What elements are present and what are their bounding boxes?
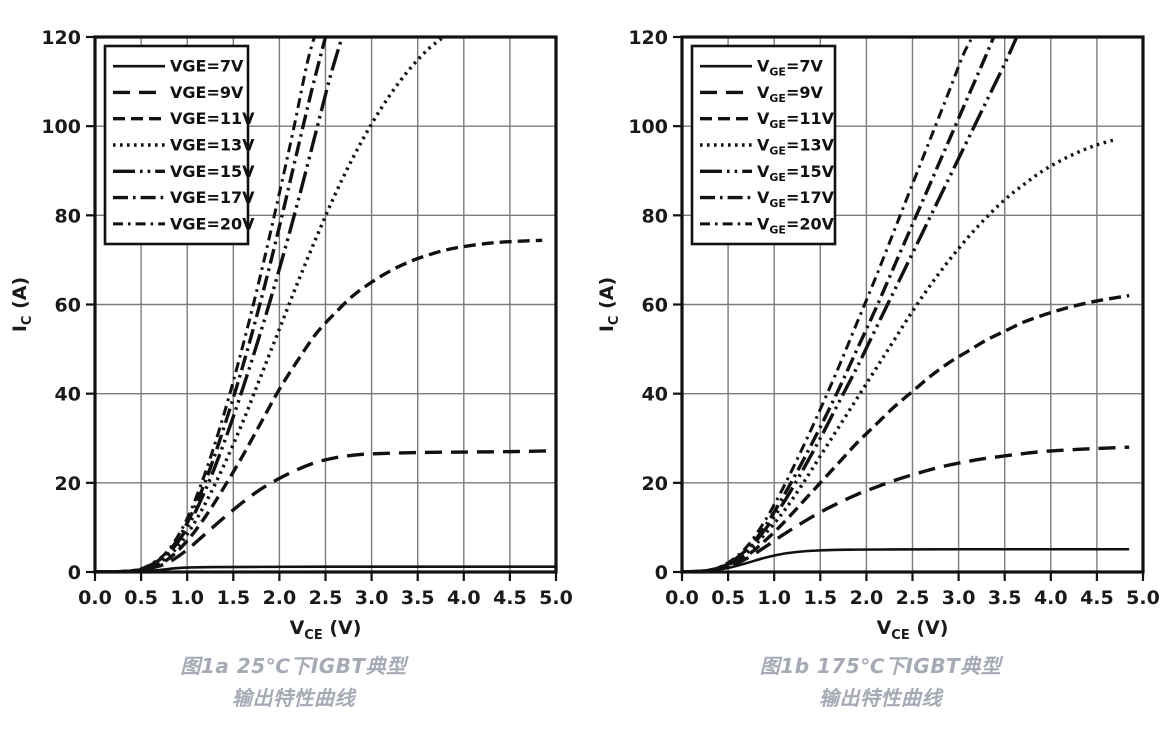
y-axis-title: IC (A) [9,277,35,332]
legend-label: VGE=7V [757,57,823,79]
y-axis-tick-label: 40 [642,384,668,406]
legend-item[interactable]: VGE=17V [700,188,835,210]
caption-line-1: 图1b 175℃下IGBT典型 [759,654,1002,678]
chart-1b-wrap: 0.0 0.5 1.0 1.5 2.0 2.5 3.0 3.5 4.0 4.5 5.0 0 20 40 60… [587,0,1174,650]
x-axis-tick-label: 2.0 [850,587,884,609]
x-axis-tick-label: 1.0 [757,587,791,609]
legend-item[interactable]: VGE=17V [113,188,255,207]
x-axis: 0.0 0.5 1.0 1.5 2.0 2.5 3.0 3.5 4.0 4.5 5.0 [78,572,573,609]
x-axis-tick-label: 1.5 [216,587,250,609]
x-axis-tick-label: 4.0 [447,587,481,609]
legend-label: VGE=15V [757,162,835,184]
legend-item[interactable]: VGE=15V [113,162,255,181]
legend-label: VGE=17V [170,188,255,207]
chart-1a-wrap: 0.0 0.5 1.0 1.5 2.0 2.5 3.0 3.5 4.0 4.5 5.0 0 20 40 60… [0,0,587,650]
x-axis-title: VCE (V) [290,617,362,643]
x-axis: 0.0 0.5 1.0 1.5 2.0 2.5 3.0 3.5 4.0 4.5 5.0 [665,572,1160,609]
x-axis-tick-label: 0.0 [665,587,699,609]
y-axis-tick-label: 20 [55,473,81,495]
data-curves [95,37,556,572]
y-axis: 0 20 40 60 80 100 120 [628,27,682,584]
legend-item[interactable]: VGE=13V [113,136,255,155]
curve-vge-9v [95,449,556,572]
x-axis-tick-label: 3.0 [942,587,976,609]
figure-1a: 0.0 0.5 1.0 1.5 2.0 2.5 3.0 3.5 4.0 4.5 5.0 0 20 40 60… [0,0,587,714]
x-axis-tick-label: 4.5 [1080,587,1114,609]
y-axis: 0 20 40 60 80 100 120 [41,27,95,584]
caption-line-2: 输出特性曲线 [232,686,355,710]
x-axis-tick-label: 1.5 [803,587,837,609]
legend-label: VGE=11V [170,109,255,128]
x-axis-tick-label: 3.5 [401,587,435,609]
curve-vge-13v [682,137,1116,572]
x-axis-title: VCE (V) [877,617,949,643]
figure-1b-caption: 图1b 175℃下IGBT典型 输出特性曲线 [587,650,1174,714]
legend-label: VGE=9V [757,83,823,105]
x-axis-tick-label: 5.0 [539,587,573,609]
y-axis-tick-label: 80 [55,205,81,227]
legend-item[interactable]: VGE=11V [113,109,255,128]
x-axis-tick-label: 3.0 [355,587,389,609]
x-axis-tick-label: 0.0 [78,587,112,609]
legend: VGE=7V VGE=9V VGE=11V VGE=13V VGE=15V VGE=17V… [690,44,837,246]
legend-label: VGE=13V [757,136,835,158]
y-axis-tick-label: 80 [642,205,668,227]
x-axis-tick-label: 0.5 [711,587,745,609]
x-axis-tick-label: 4.0 [1034,587,1068,609]
legend-item[interactable]: VGE=20V [113,214,255,233]
legend-item[interactable]: VGE=7V [113,57,244,76]
legend-item[interactable]: VGE=13V [700,136,835,158]
x-axis-tick-label: 0.5 [124,587,158,609]
legend-item[interactable]: VGE=11V [700,109,835,131]
data-curves [682,37,1130,572]
y-axis-tick-label: 0 [68,562,81,584]
legend-label: VGE=13V [170,136,255,155]
curve-vge-11v [682,293,1130,572]
legend-label: VGE=17V [757,188,835,210]
figure-1b: 0.0 0.5 1.0 1.5 2.0 2.5 3.0 3.5 4.0 4.5 5.0 0 20 40 60… [587,0,1174,754]
legend-item[interactable]: VGE=20V [700,214,835,236]
curve-vge-7v [682,547,1130,572]
y-axis-tick-label: 100 [628,116,668,138]
y-axis-tick-label: 100 [41,116,81,138]
curve-vge-9v [682,445,1130,572]
caption-line-1: 图1a 25℃下IGBT典型 [180,654,407,678]
legend-label: VGE=9V [170,83,244,102]
x-axis-tick-label: 1.0 [170,587,204,609]
figure-1a-caption: 图1a 25℃下IGBT典型 输出特性曲线 [0,650,587,714]
x-axis-tick-label: 2.5 [896,587,930,609]
y-axis-tick-label: 60 [55,295,81,317]
curve-vge-17v [682,37,996,572]
curve-vge-11v [95,238,543,572]
y-axis-tick-label: 0 [655,562,668,584]
legend-label: VGE=7V [170,57,244,76]
curve-vge-20v [682,37,974,572]
igbt-output-characteristics-chart-175c: 0.0 0.5 1.0 1.5 2.0 2.5 3.0 3.5 4.0 4.5 5.0 0 20 40 60… [596,27,1160,643]
x-axis-tick-label: 2.5 [309,587,343,609]
y-axis-tick-label: 20 [642,473,668,495]
x-axis-tick-label: 3.5 [988,587,1022,609]
legend-label: VGE=20V [757,214,835,236]
curve-vge-13v [95,37,445,572]
y-axis-tick-label: 60 [642,295,668,317]
curve-vge-17v [95,37,328,572]
legend-label: VGE=11V [757,109,835,131]
x-axis-tick-label: 2.0 [263,587,297,609]
x-axis-tick-label: 4.5 [493,587,527,609]
caption-line-2: 输出特性曲线 [819,686,942,710]
legend-item[interactable]: VGE=9V [113,83,244,102]
igbt-output-characteristics-chart-25c: 0.0 0.5 1.0 1.5 2.0 2.5 3.0 3.5 4.0 4.5 5.0 0 20 40 60… [9,27,573,643]
legend-label: VGE=20V [170,214,255,233]
legend-item[interactable]: VGE=7V [700,57,823,79]
legend-item[interactable]: VGE=9V [700,83,823,105]
y-axis-tick-label: 120 [628,27,668,49]
y-axis-tick-label: 120 [41,27,81,49]
y-axis-tick-label: 40 [55,384,81,406]
x-axis-tick-label: 5.0 [1126,587,1160,609]
legend: VGE=7V VGE=9V VGE=11V VGE=13V VGE=15V VGE=17V… [103,44,255,246]
legend-label: VGE=15V [170,162,255,181]
y-axis-title: IC (A) [596,277,622,332]
legend-item[interactable]: VGE=15V [700,162,835,184]
